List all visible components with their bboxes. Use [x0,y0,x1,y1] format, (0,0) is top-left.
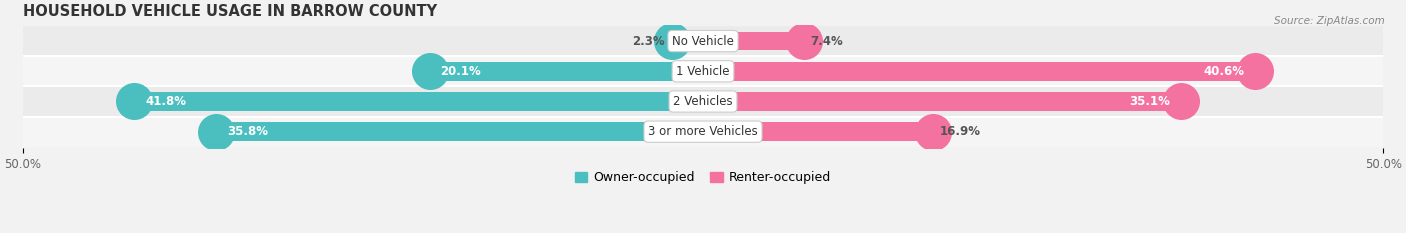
Text: 3 or more Vehicles: 3 or more Vehicles [648,125,758,138]
Text: HOUSEHOLD VEHICLE USAGE IN BARROW COUNTY: HOUSEHOLD VEHICLE USAGE IN BARROW COUNTY [22,4,437,19]
Text: 35.1%: 35.1% [1129,95,1170,108]
Text: 1 Vehicle: 1 Vehicle [676,65,730,78]
Bar [22,26,1384,56]
Bar [217,122,703,141]
Bar [703,92,1181,111]
Bar [703,32,804,51]
Text: 20.1%: 20.1% [440,65,481,78]
Bar [134,92,703,111]
Text: 2 Vehicles: 2 Vehicles [673,95,733,108]
Bar [22,56,1384,86]
Text: 16.9%: 16.9% [939,125,981,138]
Text: 7.4%: 7.4% [810,35,844,48]
Bar [703,122,934,141]
Text: 40.6%: 40.6% [1204,65,1244,78]
Bar [703,62,1256,81]
Bar [22,86,1384,116]
Text: Source: ZipAtlas.com: Source: ZipAtlas.com [1274,16,1385,26]
Text: 2.3%: 2.3% [633,35,665,48]
Bar [672,32,703,51]
Bar [22,116,1384,147]
Bar [429,62,703,81]
Legend: Owner-occupied, Renter-occupied: Owner-occupied, Renter-occupied [569,166,837,189]
Text: 35.8%: 35.8% [226,125,267,138]
Text: No Vehicle: No Vehicle [672,35,734,48]
Text: 41.8%: 41.8% [145,95,186,108]
